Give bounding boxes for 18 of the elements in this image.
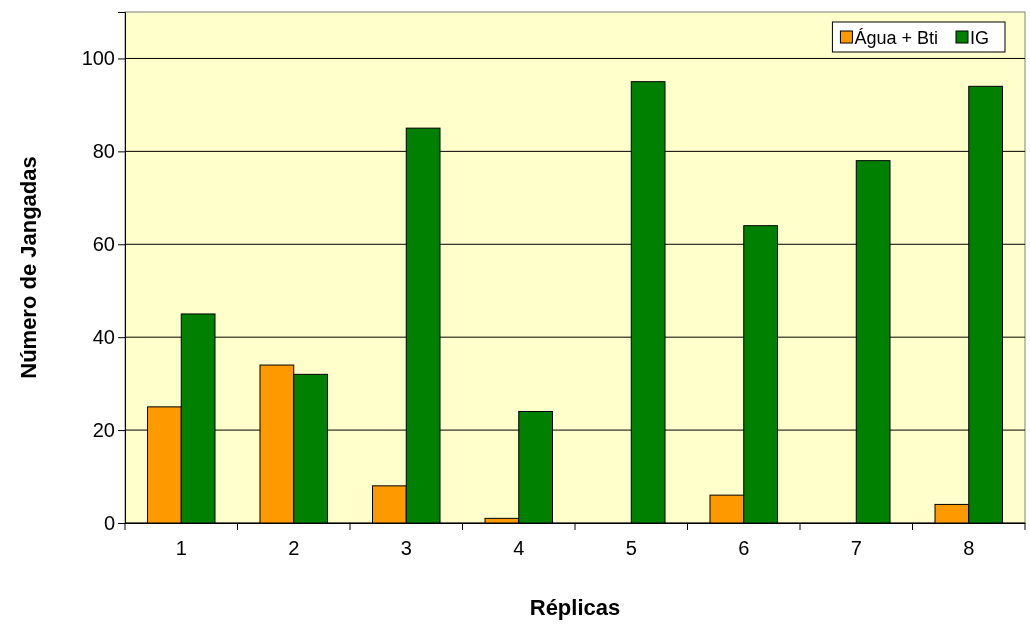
x-tick-label: 7: [850, 537, 862, 560]
x-tick-label: 6: [738, 537, 750, 560]
y-tick-label: 40: [92, 326, 115, 349]
y-tick-label: 20: [92, 418, 115, 441]
x-tick-label: 3: [400, 537, 412, 560]
x-tick-label: 8: [963, 537, 975, 560]
x-tick-label: 1: [175, 537, 187, 560]
y-tick-label: 60: [92, 233, 115, 256]
x-axis-title: Réplicas: [529, 595, 621, 620]
legend-label: IG: [969, 28, 989, 48]
legend-label: Água + Bti: [854, 28, 938, 48]
x-tick-label: 2: [288, 537, 300, 560]
y-tick-label: 80: [92, 140, 115, 163]
y-tick-label: 0: [103, 511, 115, 534]
y-axis-title: Número de Jangadas: [16, 156, 41, 379]
y-tick-label: 100: [81, 47, 115, 70]
x-tick-label: 5: [625, 537, 637, 560]
x-tick-label: 4: [513, 537, 525, 560]
